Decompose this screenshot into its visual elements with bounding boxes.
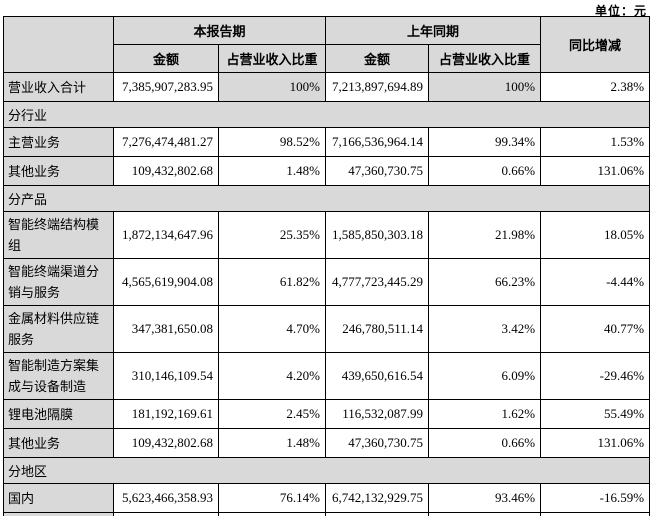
table-row: 营业收入合计 7,385,907,283.95 100% 7,213,897,694.… [3,72,651,102]
section-label: 分地区 [2,457,651,484]
row-label-cell: 其他业务 [3,428,114,458]
yoy-change-cell: -16.59% [540,483,651,513]
row-label-cell: 智能制造方案集成与设备制造 [3,352,114,400]
table-body: 营业收入合计 7,385,907,283.95 100% 7,213,897,694.… [2,72,651,516]
prior-pct-cell: 6.54% [428,512,542,516]
current-amount-cell: 7,385,907,283.95 [113,72,219,102]
row-label-cell: 智能终端渠道分销与服务 [3,258,114,306]
row-label-cell: 锂电池隔膜 [3,399,114,429]
prior-pct-cell: 1.62% [428,399,542,429]
prior-pct-cell: 0.66% [428,156,542,186]
current-amount-cell: 109,432,802.68 [113,428,219,458]
yoy-change-cell: 55.49% [540,399,651,429]
current-pct-header: 占营业收入比重 [217,44,327,73]
yoy-change-cell: 2.38% [540,72,651,102]
current-pct-cell: 23.86% [217,512,327,516]
current-amount-cell: 4,565,619,904.08 [113,258,219,306]
current-pct-cell: 1.48% [217,428,327,458]
current-pct-cell: 2.45% [217,399,327,429]
section-label: 分产品 [2,185,651,212]
table-row: 金属材料供应链服务 347,381,650.08 4.70% 246,780,511.… [3,305,651,353]
table-row: 智能终端渠道分销与服务 4,565,619,904.08 61.82% 4,777,7… [3,258,651,306]
current-amount-cell: 109,432,802.68 [113,156,219,186]
current-amount-header: 金额 [113,44,219,73]
prior-pct-cell: 93.46% [428,483,542,513]
header-row-measures: 金额 占营业收入比重 金额 占营业收入比重 [4,44,650,73]
prior-amount-cell: 4,777,723,445.29 [325,258,430,306]
prior-pct-cell: 21.98% [428,211,542,259]
current-pct-cell: 1.48% [217,156,327,186]
current-amount-cell: 5,623,466,358.93 [113,483,219,513]
row-label-cell: 营业收入合计 [3,72,114,102]
current-pct-cell: 61.82% [217,258,327,306]
prior-pct-cell: 99.34% [428,127,542,157]
table-row: 智能终端结构模组 1,872,134,647.96 25.35% 1,585,850,… [3,211,651,259]
yoy-change-cell: 1.53% [540,127,651,157]
current-pct-cell: 25.35% [217,211,327,259]
revenue-breakdown-table: 本报告期 上年同期 同比增减 金额 占营业收入比重 金额 占营业收入比重 营业收… [2,16,651,516]
prior-amount-cell: 6,742,132,929.75 [325,483,430,513]
blank-corner-cell [3,16,114,73]
row-label-cell: 国内 [3,483,114,513]
header-row-periods: 本报告期 上年同期 同比增减 [3,16,651,73]
section-row: 分产品 [2,185,651,212]
prior-amount-cell: 47,360,730.75 [325,156,430,186]
yoy-change-cell: -29.46% [540,352,651,400]
prior-amount-cell: 439,650,616.54 [325,352,430,400]
yoy-change-cell: 131.06% [540,428,651,458]
prior-amount-cell: 47,360,730.75 [325,428,430,458]
row-label-cell: 智能终端结构模组 [3,211,114,259]
prior-amount-cell: 246,780,511.14 [325,305,430,353]
yoy-change-cell: 18.05% [540,211,651,259]
table-row: 智能制造方案集成与设备制造 310,146,109.54 4.20% 439,650,… [3,352,651,400]
prior-amount-cell: 116,532,087.99 [325,399,430,429]
prior-amount-header: 金额 [325,44,430,73]
table-row: 锂电池隔膜 181,192,169.61 2.45% 116,532,087.99 1.… [3,399,651,429]
row-label-cell: 主营业务 [3,127,114,157]
unit-label: 单位：元 [594,4,647,18]
current-amount-cell: 1,872,134,647.96 [113,211,219,259]
section-row: 分地区 [2,457,651,484]
current-amount-cell: 181,192,169.61 [113,399,219,429]
row-label-cell: 国外 [3,512,114,516]
current-pct-cell: 4.70% [217,305,327,353]
prior-pct-cell: 3.42% [428,305,542,353]
prior-amount-cell: 7,213,897,694.89 [325,72,430,102]
prior-pct-cell: 6.09% [428,352,542,400]
yoy-change-cell: 40.77% [540,305,651,353]
yoy-change-header: 同比增减 [540,16,651,73]
yoy-change-cell: 131.06% [540,156,651,186]
prior-pct-cell: 100% [428,72,542,102]
current-amount-cell: 347,381,650.08 [113,305,219,353]
section-row: 分行业 [2,101,651,128]
yoy-change-cell: 273.58% [540,512,651,516]
prior-period-header: 上年同期 [325,16,542,45]
current-amount-cell: 7,276,474,481.27 [113,127,219,157]
prior-amount-cell: 471,764,765.14 [325,512,430,516]
current-amount-cell: 310,146,109.54 [113,352,219,400]
current-pct-cell: 98.52% [217,127,327,157]
current-pct-cell: 4.20% [217,352,327,400]
row-label-cell: 其他业务 [3,156,114,186]
prior-pct-cell: 66.23% [428,258,542,306]
current-pct-cell: 76.14% [217,483,327,513]
section-label: 分行业 [2,101,651,128]
current-amount-cell: 1,762,440,925.02 [113,512,219,516]
table-row: 其他业务 109,432,802.68 1.48% 47,360,730.75 0.66… [3,156,651,186]
table-row: 主营业务 7,276,474,481.27 98.52% 7,166,536,964.… [3,127,651,157]
prior-pct-header: 占营业收入比重 [428,44,542,73]
table-row: 其他业务 109,432,802.68 1.48% 47,360,730.75 0.66… [3,428,651,458]
prior-amount-cell: 1,585,850,303.18 [325,211,430,259]
table-row: 国内 5,623,466,358.93 76.14% 6,742,132,929.75… [3,483,651,513]
prior-pct-cell: 0.66% [428,428,542,458]
prior-amount-cell: 7,166,536,964.14 [325,127,430,157]
current-period-header: 本报告期 [112,16,327,45]
table-row: 国外1,762,440,925.0223.86%471,764,765.146.… [3,512,651,516]
yoy-change-cell: -4.44% [540,258,651,306]
table-header: 本报告期 上年同期 同比增减 金额 占营业收入比重 金额 占营业收入比重 [3,16,651,73]
current-pct-cell: 100% [217,72,327,102]
row-label-cell: 金属材料供应链服务 [3,305,114,353]
